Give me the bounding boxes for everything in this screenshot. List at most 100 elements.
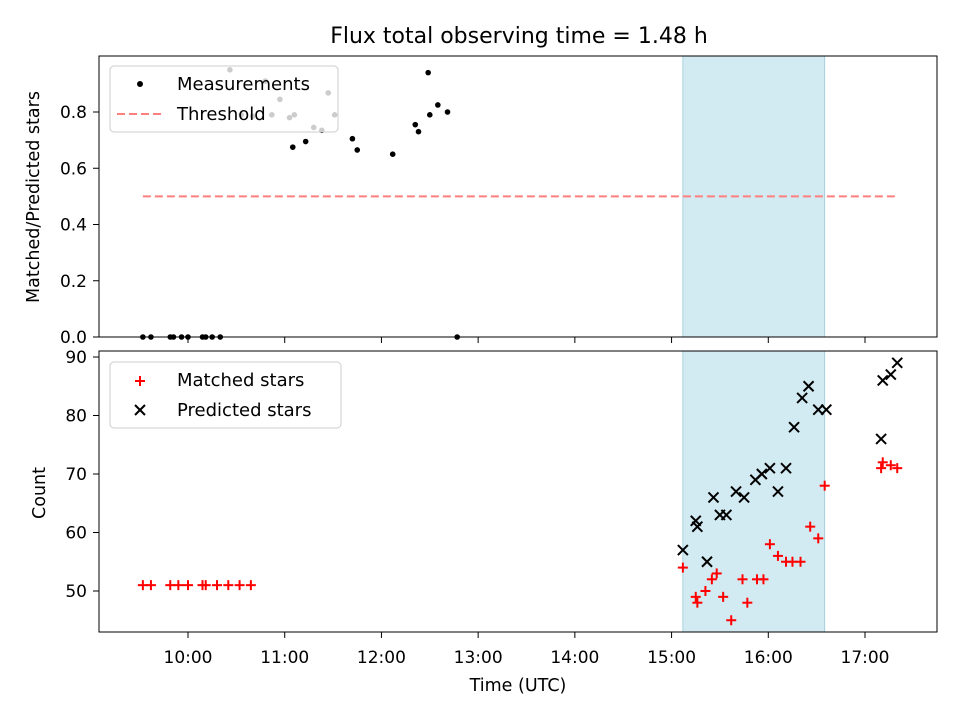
measurement-point <box>412 121 419 128</box>
matched-star-point <box>173 580 184 591</box>
predicted-star-point <box>772 485 784 498</box>
bottom-y-tick-label: 60 <box>65 524 87 544</box>
bottom-x-tick-label: 10:00 <box>164 648 213 668</box>
bottom-legend: Matched stars Predicted stars <box>109 361 342 429</box>
measurements-legend-marker <box>137 81 143 87</box>
predicted-star-point <box>691 520 704 533</box>
predicted-star-point <box>720 509 733 521</box>
predicted-star-point <box>796 392 808 404</box>
chart-title: Flux total observing time = 1.48 h <box>330 24 708 49</box>
predicted-star-point <box>707 491 720 504</box>
top-y-tick-label: 0.8 <box>60 103 87 123</box>
bottom-x-tick-label: 11:00 <box>260 648 309 668</box>
predicted-star-point <box>738 491 750 504</box>
measurement-point <box>426 112 433 118</box>
bottom-y-tick-label: 70 <box>65 465 87 485</box>
predicted-star-point <box>891 357 903 369</box>
measurement-point <box>349 135 356 142</box>
bottom-panel: 50 60 70 80 90 10:00 11:00 12:00 13:00 14:00 15:0… <box>30 348 938 696</box>
matched-star-point <box>183 580 193 591</box>
bottom-x-tick-label: 15:00 <box>647 648 696 668</box>
matched-star-point <box>764 539 775 550</box>
bottom-y-tick-label: 50 <box>65 582 87 602</box>
measurement-point <box>389 151 396 157</box>
predicted-star-point <box>756 468 768 480</box>
matched-star-point <box>245 580 256 591</box>
x-glyph <box>134 404 146 416</box>
threshold-legend-label: Threshold <box>176 104 266 125</box>
top-x-ticks <box>187 337 866 343</box>
top-legend-box <box>109 65 339 133</box>
measurement-point <box>425 69 431 76</box>
matched-star-point <box>772 550 783 561</box>
top-y-tick-label: 0.4 <box>60 216 87 236</box>
matched-star-point <box>819 480 830 491</box>
bottom-legend-box <box>109 361 342 429</box>
matched-star-point <box>718 591 729 602</box>
matched-star-point <box>223 580 234 591</box>
matched-star-point <box>706 574 717 585</box>
bottom-y-axis-label: Count <box>30 467 50 519</box>
measurement-point <box>289 144 296 150</box>
matched-legend-marker <box>135 376 145 386</box>
top-y-tick-label: 0.2 <box>60 272 87 292</box>
measurement-point <box>435 102 441 108</box>
matched-star-point <box>711 568 722 579</box>
measurements-legend-label: Measurements <box>177 74 310 95</box>
matched-star-point <box>692 597 703 608</box>
bottom-x-tick-label: 17:00 <box>841 648 890 668</box>
bottom-x-ticks: 10:00 11:00 12:00 13:00 14:00 15:00 16:00 17:00 <box>164 632 890 668</box>
matched-star-point <box>885 460 896 471</box>
bottom-y-tick-label: 90 <box>65 348 87 368</box>
matched-star-point <box>805 521 816 532</box>
matched-star-point <box>876 463 887 474</box>
matched-star-point <box>877 457 888 468</box>
predicted-star-point <box>780 462 792 474</box>
bottom-y-ticks: 50 60 70 80 90 <box>65 348 99 602</box>
bottom-x-tick-label: 13:00 <box>454 648 503 668</box>
predicted-legend-marker <box>134 404 146 416</box>
x-axis-label: Time (UTC) <box>469 676 567 696</box>
top-y-tick-label: 0.0 <box>60 328 87 348</box>
matched-legend-label: Matched stars <box>177 370 304 391</box>
top-y-ticks: 0.0 0.2 0.4 0.6 0.8 <box>60 103 99 348</box>
predicted-star-point <box>885 368 897 381</box>
top-y-tick-label: 0.6 <box>60 159 87 179</box>
observing-interval-shade-bottom <box>682 350 826 633</box>
predicted-star-point <box>730 485 742 498</box>
bottom-x-tick-label: 16:00 <box>744 648 793 668</box>
matched-star-point <box>758 574 769 585</box>
bottom-x-tick-label: 12:00 <box>357 648 406 668</box>
predicted-star-point <box>875 433 887 445</box>
matched-star-point <box>813 533 824 544</box>
matched-star-point <box>690 591 701 602</box>
matched-star-point <box>145 580 156 591</box>
measurement-point <box>302 138 309 145</box>
bottom-x-tick-label: 14:00 <box>550 648 599 668</box>
observing-interval-shade <box>682 55 826 338</box>
matched-star-point <box>212 580 223 591</box>
predicted-star-point <box>877 374 889 387</box>
matched-star-point <box>700 586 711 596</box>
matched-star-point <box>742 597 753 608</box>
bottom-axes-frame <box>98 350 938 633</box>
predicted-star-point <box>764 462 776 474</box>
top-legend: Measurements Threshold <box>109 65 339 133</box>
matched-star-point <box>737 574 748 585</box>
predicted-star-point <box>802 380 815 392</box>
predicted-star-point <box>677 544 689 556</box>
bottom-y-tick-label: 80 <box>65 407 87 427</box>
bottom-plot-marks <box>137 357 903 626</box>
top-axes-frame <box>98 55 938 338</box>
matched-star-point <box>795 556 806 567</box>
matched-star-point <box>200 580 211 591</box>
predicted-legend-label: Predicted stars <box>177 400 311 421</box>
measurement-point <box>354 147 361 153</box>
top-panel: 0.00.20.40.60.8 Matched/Predicted stars … <box>24 55 938 348</box>
predicted-star-point <box>820 403 833 416</box>
predicted-star-point <box>788 421 800 433</box>
matched-star-point <box>677 562 688 573</box>
matched-star-point <box>726 615 737 626</box>
top-y-axis-label: Matched/Predicted stars <box>24 91 44 303</box>
